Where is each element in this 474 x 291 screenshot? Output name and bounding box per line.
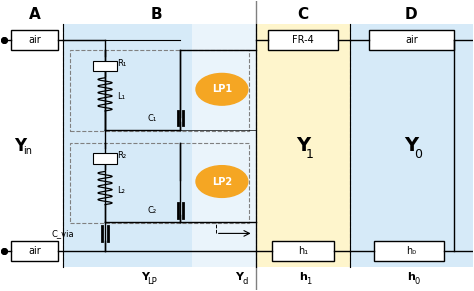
Circle shape	[196, 73, 248, 105]
Bar	[1, 24, 63, 267]
Text: 1: 1	[306, 277, 311, 286]
Text: h: h	[408, 272, 415, 282]
FancyBboxPatch shape	[11, 30, 58, 50]
Text: Y: Y	[296, 136, 310, 155]
Text: 0: 0	[414, 148, 422, 161]
Circle shape	[196, 166, 248, 197]
Text: LP2: LP2	[212, 177, 232, 187]
Bar	[256, 24, 350, 267]
FancyBboxPatch shape	[374, 241, 444, 261]
FancyBboxPatch shape	[273, 241, 334, 261]
FancyBboxPatch shape	[369, 30, 454, 50]
Bar	[93, 61, 117, 71]
Text: 1: 1	[306, 148, 314, 161]
Text: h₁: h₁	[298, 246, 308, 256]
Text: C₂: C₂	[148, 206, 157, 215]
Text: R₁: R₁	[117, 59, 126, 68]
Text: h₀: h₀	[406, 246, 417, 256]
Text: in: in	[23, 146, 32, 156]
Bar	[63, 24, 192, 267]
Text: C_via: C_via	[52, 229, 74, 238]
Bar	[192, 24, 256, 267]
Text: C: C	[297, 7, 309, 22]
Text: air: air	[405, 35, 418, 45]
FancyBboxPatch shape	[268, 30, 338, 50]
Text: L₁: L₁	[117, 92, 125, 101]
Bar	[70, 50, 249, 131]
Text: h: h	[299, 272, 307, 282]
FancyBboxPatch shape	[11, 241, 58, 261]
Text: R₂: R₂	[117, 151, 126, 160]
Text: Y: Y	[236, 272, 243, 282]
Text: Y: Y	[141, 272, 149, 282]
Text: Y: Y	[404, 136, 419, 155]
Text: Y: Y	[14, 136, 26, 155]
Text: FR-4: FR-4	[292, 35, 314, 45]
Text: A: A	[28, 7, 40, 22]
Bar	[350, 24, 473, 267]
Text: LP1: LP1	[212, 84, 232, 94]
Text: air: air	[28, 246, 41, 256]
Text: LP: LP	[147, 277, 157, 286]
Text: 0: 0	[414, 277, 419, 286]
Text: d: d	[243, 277, 248, 286]
Text: C₁: C₁	[147, 113, 157, 123]
Text: D: D	[405, 7, 418, 22]
Text: B: B	[151, 7, 163, 22]
Text: L₂: L₂	[117, 186, 125, 195]
Bar	[93, 153, 117, 164]
Text: air: air	[28, 35, 41, 45]
Bar	[70, 143, 249, 223]
